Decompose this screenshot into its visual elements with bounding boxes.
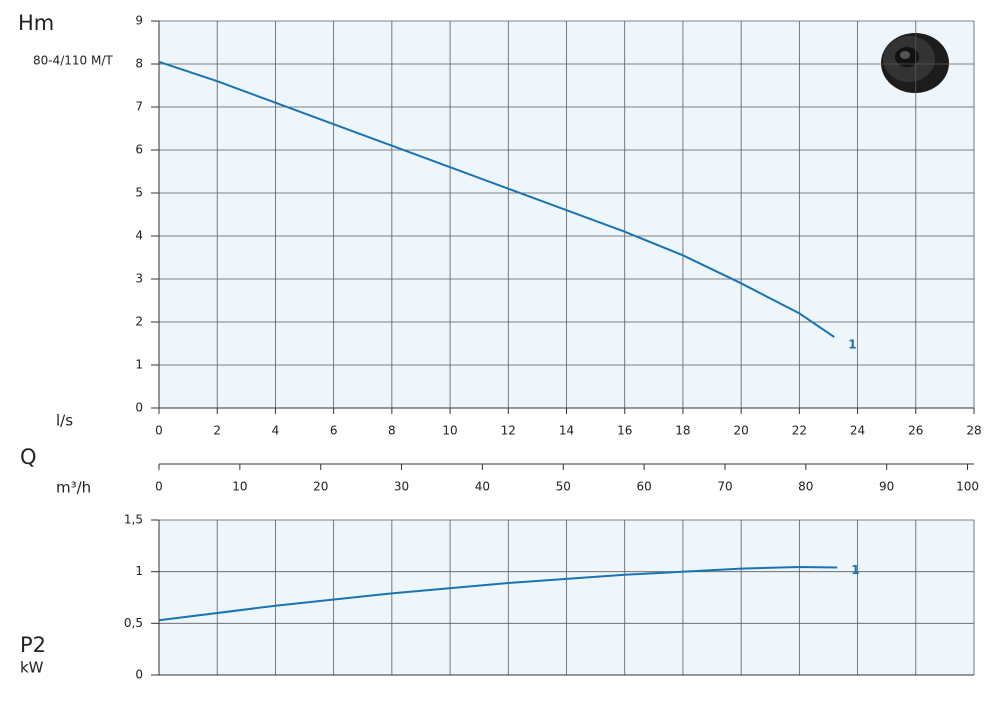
y-tick-label: 8 [135,57,143,71]
x-tick-label: 0 [155,480,163,494]
x-tick-label: 20 [734,424,749,438]
axis-title: Q [20,445,37,469]
y-tick-label: 4 [135,229,143,243]
x-axis-label: l/s [56,412,73,430]
x-tick-label: 16 [617,424,632,438]
x-tick-label: 40 [475,480,490,494]
x-axis-label: m³/h [56,479,91,497]
x-tick-label: 4 [272,424,280,438]
y-tick-label: 5 [135,186,143,200]
x-tick-label: 90 [879,480,894,494]
y-axis-label: P2 [20,633,46,657]
y-tick-label: 1 [135,358,143,372]
x-tick-label: 50 [556,480,571,494]
y-tick-label: 0 [135,668,143,682]
y-tick-label: 6 [135,143,143,157]
x-tick-label: 10 [442,424,457,438]
pump-icon [881,33,949,93]
chart-title: 80-4/110 M/T [33,54,113,68]
y-tick-label: 1,5 [124,513,143,527]
curve-label: 1 [851,563,859,577]
x-tick-label: 6 [330,424,338,438]
x-tick-label: 20 [313,480,328,494]
x-tick-label: 0 [155,424,163,438]
x-tick-label: 30 [394,480,409,494]
x-tick-label: 12 [501,424,516,438]
x-tick-label: 24 [850,424,865,438]
x-tick-label: 28 [966,424,981,438]
x-tick-label: 14 [559,424,574,438]
y-tick-label: 0 [135,401,143,415]
y-tick-label: 3 [135,272,143,286]
y-tick-label: 2 [135,315,143,329]
y-tick-label: 9 [135,14,143,28]
x-tick-label: 10 [232,480,247,494]
x-tick-label: 100 [956,480,979,494]
x-tick-label: 18 [675,424,690,438]
y-axis-label: Hm [18,11,54,35]
x-tick-label: 8 [388,424,396,438]
curve [158,566,838,622]
curve [158,60,835,338]
x-tick-label: 60 [636,480,651,494]
x-tick-label: 70 [717,480,732,494]
curve-label: 1 [848,338,856,352]
y-axis-unit: kW [20,659,44,677]
x-tick-label: 80 [798,480,813,494]
x-tick-label: 2 [213,424,221,438]
x-tick-label: 26 [908,424,923,438]
x-tick-label: 22 [792,424,807,438]
y-tick-label: 7 [135,100,143,114]
y-tick-label: 0,5 [124,616,143,630]
y-tick-label: 1 [135,564,143,578]
